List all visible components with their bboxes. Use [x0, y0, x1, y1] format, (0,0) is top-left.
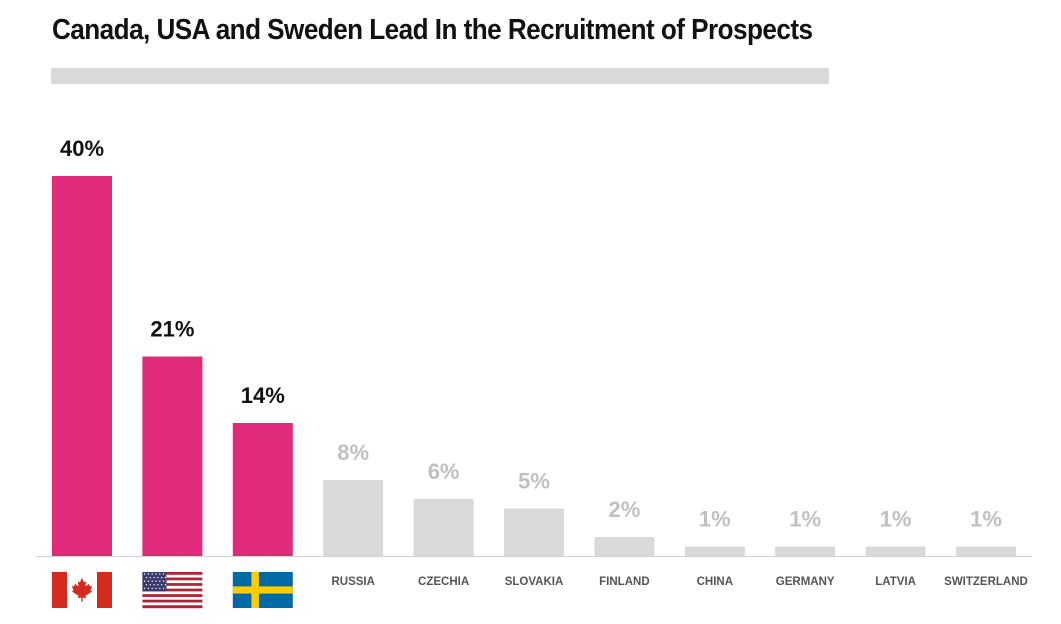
category-label: GERMANY [776, 576, 835, 588]
title-underline-bar [51, 68, 829, 84]
category-label: FINLAND [599, 576, 649, 588]
value-label: 8% [337, 440, 369, 465]
category-label: SLOVAKIA [505, 576, 564, 588]
bar-china [684, 546, 745, 556]
bar-switzerland [956, 546, 1016, 556]
bar-canada [52, 176, 112, 556]
category-label: RUSSIA [331, 576, 374, 588]
value-label: 40% [60, 136, 104, 161]
value-label: 1% [789, 507, 821, 532]
sweden-flag [232, 572, 293, 608]
chart-title: Canada, USA and Sweden Lead In the Recru… [52, 14, 813, 46]
bar-germany [775, 546, 836, 556]
category-label: SWITZERLAND [944, 576, 1028, 588]
category-label: CHINA [697, 576, 733, 588]
bar-czechia [413, 499, 474, 556]
bar-usa [142, 356, 203, 556]
value-label: 1% [880, 507, 912, 532]
bar-slovakia [504, 508, 564, 556]
canada-flag [52, 572, 112, 608]
bar-latvia [865, 546, 926, 556]
value-label: 5% [518, 469, 550, 494]
category-label: CZECHIA [418, 576, 469, 588]
bar-sweden [232, 423, 293, 556]
value-label: 1% [970, 507, 1002, 532]
value-label: 21% [150, 317, 194, 342]
bar-russia [323, 480, 384, 556]
value-label: 2% [609, 497, 641, 522]
value-label: 14% [241, 383, 285, 408]
value-label: 1% [699, 507, 731, 532]
bar-finland [594, 537, 655, 556]
usa-flag [142, 572, 203, 609]
category-label: LATVIA [875, 576, 916, 588]
value-label: 6% [428, 459, 460, 484]
